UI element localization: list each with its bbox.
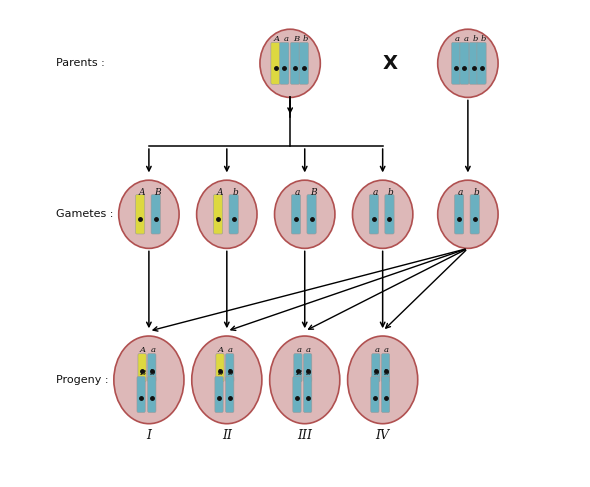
- Text: a: a: [296, 346, 301, 354]
- Ellipse shape: [196, 180, 257, 248]
- FancyBboxPatch shape: [216, 354, 224, 382]
- FancyBboxPatch shape: [382, 354, 390, 382]
- FancyBboxPatch shape: [214, 194, 222, 234]
- Text: b: b: [473, 35, 478, 43]
- Text: b: b: [303, 35, 308, 43]
- Text: B: B: [293, 35, 300, 43]
- Text: B: B: [310, 188, 316, 197]
- Ellipse shape: [192, 336, 262, 424]
- Ellipse shape: [438, 180, 498, 248]
- Text: Gametes :: Gametes :: [57, 209, 114, 219]
- Text: a: a: [374, 346, 379, 354]
- FancyBboxPatch shape: [454, 194, 464, 234]
- Text: B: B: [139, 369, 145, 377]
- FancyBboxPatch shape: [138, 354, 146, 382]
- FancyBboxPatch shape: [148, 376, 156, 412]
- Text: A: A: [217, 188, 223, 197]
- Text: a: a: [384, 346, 389, 354]
- FancyBboxPatch shape: [372, 354, 380, 382]
- Text: Parents :: Parents :: [57, 58, 105, 68]
- FancyBboxPatch shape: [225, 376, 234, 412]
- FancyBboxPatch shape: [215, 376, 223, 412]
- Text: a: a: [463, 35, 468, 43]
- Text: II: II: [222, 430, 232, 442]
- Text: b: b: [384, 369, 389, 377]
- Text: b: b: [473, 188, 479, 197]
- FancyBboxPatch shape: [299, 42, 309, 84]
- FancyBboxPatch shape: [369, 194, 379, 234]
- FancyBboxPatch shape: [477, 42, 486, 84]
- Text: a: a: [150, 346, 155, 354]
- FancyBboxPatch shape: [225, 354, 234, 382]
- Ellipse shape: [274, 180, 335, 248]
- Text: b: b: [217, 369, 222, 377]
- Text: A: A: [274, 35, 280, 43]
- Text: a: a: [306, 346, 311, 354]
- FancyBboxPatch shape: [385, 194, 394, 234]
- FancyBboxPatch shape: [451, 42, 461, 84]
- Ellipse shape: [348, 336, 418, 424]
- FancyBboxPatch shape: [136, 194, 145, 234]
- Ellipse shape: [114, 336, 184, 424]
- FancyBboxPatch shape: [460, 42, 469, 84]
- FancyBboxPatch shape: [148, 354, 156, 382]
- FancyBboxPatch shape: [293, 376, 301, 412]
- Text: Progeny :: Progeny :: [57, 375, 109, 385]
- Text: a: a: [228, 346, 233, 354]
- Text: a: a: [295, 188, 300, 197]
- Text: A: A: [218, 346, 224, 354]
- Text: b: b: [388, 188, 394, 197]
- FancyBboxPatch shape: [303, 354, 312, 382]
- Text: a: a: [458, 188, 463, 197]
- Text: b: b: [150, 369, 156, 377]
- Ellipse shape: [119, 180, 179, 248]
- Ellipse shape: [270, 336, 340, 424]
- Text: X: X: [382, 54, 398, 73]
- FancyBboxPatch shape: [371, 376, 379, 412]
- Text: B: B: [295, 369, 301, 377]
- Text: B: B: [154, 188, 160, 197]
- FancyBboxPatch shape: [137, 376, 145, 412]
- FancyBboxPatch shape: [469, 42, 478, 84]
- FancyBboxPatch shape: [303, 376, 312, 412]
- Ellipse shape: [260, 29, 320, 97]
- Text: a: a: [455, 35, 460, 43]
- Text: A: A: [138, 188, 145, 197]
- Text: b: b: [480, 35, 486, 43]
- Ellipse shape: [352, 180, 413, 248]
- FancyBboxPatch shape: [382, 376, 390, 412]
- Ellipse shape: [438, 29, 498, 97]
- Text: III: III: [297, 430, 312, 442]
- FancyBboxPatch shape: [307, 194, 316, 234]
- FancyBboxPatch shape: [229, 194, 238, 234]
- Text: A: A: [140, 346, 146, 354]
- Text: I: I: [146, 430, 152, 442]
- Text: b: b: [306, 369, 312, 377]
- Text: b: b: [373, 369, 379, 377]
- Text: b: b: [232, 188, 238, 197]
- FancyBboxPatch shape: [280, 42, 289, 84]
- Text: b: b: [228, 369, 234, 377]
- FancyBboxPatch shape: [470, 194, 479, 234]
- FancyBboxPatch shape: [291, 194, 300, 234]
- FancyBboxPatch shape: [290, 42, 300, 84]
- FancyBboxPatch shape: [151, 194, 160, 234]
- FancyBboxPatch shape: [294, 354, 302, 382]
- Text: a: a: [373, 188, 378, 197]
- Text: a: a: [283, 35, 289, 43]
- FancyBboxPatch shape: [271, 42, 280, 84]
- Text: IV: IV: [376, 430, 389, 442]
